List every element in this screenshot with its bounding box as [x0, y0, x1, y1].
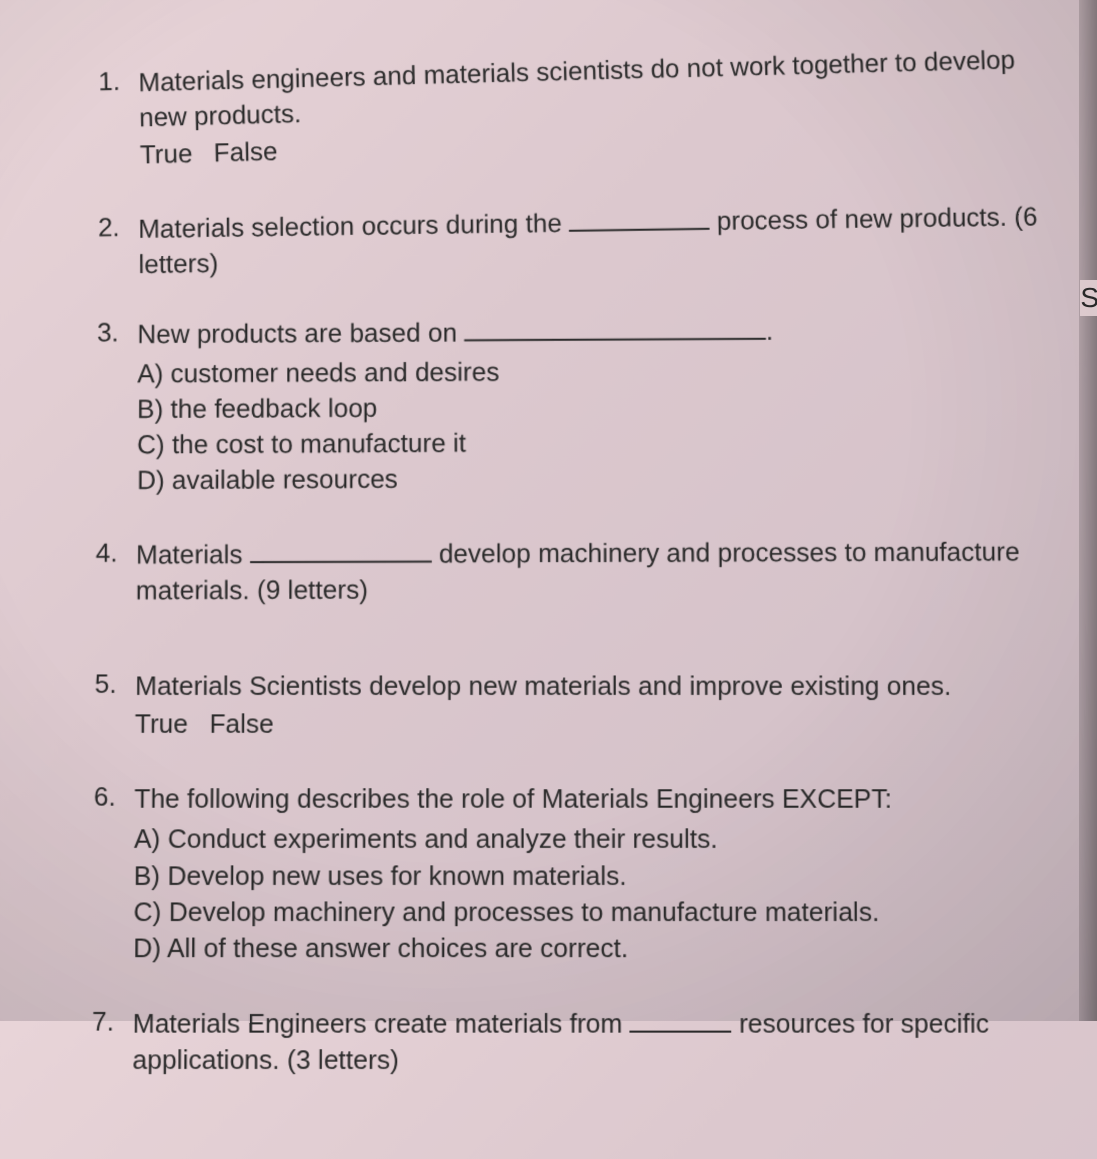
- question-body: Materials engineers and materials scient…: [138, 42, 1039, 173]
- fill-blank[interactable]: [630, 1008, 732, 1032]
- option-true[interactable]: True: [140, 138, 193, 170]
- question-number: 3.: [97, 317, 137, 349]
- question-number: 4.: [96, 537, 137, 569]
- option-true[interactable]: True: [135, 708, 188, 739]
- worksheet-page: 1. Materials engineers and materials sci…: [0, 0, 1097, 1159]
- choice-c[interactable]: C) Develop machinery and processes to ma…: [133, 894, 1045, 930]
- fill-blank[interactable]: [250, 539, 432, 563]
- question-4: 4. Materials develop machinery and proce…: [95, 534, 1042, 609]
- question-number: 6.: [94, 781, 135, 813]
- option-false[interactable]: False: [209, 708, 274, 739]
- question-5: 5. Materials Scientists develop new mate…: [94, 668, 1043, 742]
- choice-b[interactable]: B) Develop new uses for known materials.: [134, 858, 1045, 894]
- choice-d[interactable]: D) All of these answer choices are corre…: [133, 930, 1045, 966]
- question-1: 1. Materials engineers and materials sci…: [98, 42, 1039, 174]
- question-number: 2.: [98, 212, 138, 244]
- question-text-post: .: [766, 316, 774, 346]
- choice-b[interactable]: B) the feedback loop: [137, 388, 1041, 428]
- choice-a[interactable]: A) customer needs and desires: [137, 352, 1040, 392]
- option-false[interactable]: False: [213, 136, 277, 168]
- question-body: New products are based on . A) customer …: [137, 313, 1042, 500]
- question-number: 5.: [95, 668, 136, 700]
- question-6: 6. The following describes the role of M…: [92, 781, 1045, 966]
- question-2: 2. Materials selection occurs during the…: [98, 199, 1040, 283]
- choice-d[interactable]: D) available resources: [137, 459, 1042, 499]
- question-body: Materials Engineers create materials fro…: [132, 1006, 1046, 1079]
- choice-a[interactable]: A) Conduct experiments and analyze their…: [134, 822, 1044, 858]
- question-text-pre: New products are based on: [137, 318, 464, 350]
- page-edge-shadow: [1079, 0, 1097, 1021]
- question-text-pre: Materials Engineers create materials fro…: [133, 1008, 630, 1039]
- question-number: 7.: [92, 1006, 133, 1038]
- question-body: The following describes the role of Mate…: [133, 781, 1045, 966]
- question-text-pre: Materials: [136, 539, 250, 570]
- choice-list: A) customer needs and desires B) the fee…: [137, 352, 1042, 499]
- question-body: Materials Scientists develop new materia…: [135, 668, 1044, 742]
- adjacent-page-sliver: S: [1080, 280, 1097, 316]
- question-3: 3. New products are based on . A) custom…: [97, 313, 1042, 500]
- fill-blank[interactable]: [464, 317, 766, 342]
- choice-list: A) Conduct experiments and analyze their…: [133, 822, 1045, 967]
- true-false-options: True False: [135, 706, 1044, 742]
- choice-c[interactable]: C) the cost to manufacture it: [137, 423, 1041, 463]
- question-body: Materials develop machinery and processe…: [136, 534, 1042, 609]
- question-text-pre: Materials selection occurs during the: [138, 208, 569, 244]
- question-7: 7. Materials Engineers create materials …: [92, 1006, 1047, 1079]
- question-text: The following describes the role of Mate…: [134, 783, 892, 814]
- question-body: Materials selection occurs during the pr…: [138, 199, 1040, 282]
- question-number: 1.: [98, 65, 139, 97]
- fill-blank[interactable]: [569, 207, 710, 233]
- question-text: Materials Scientists develop new materia…: [135, 670, 951, 701]
